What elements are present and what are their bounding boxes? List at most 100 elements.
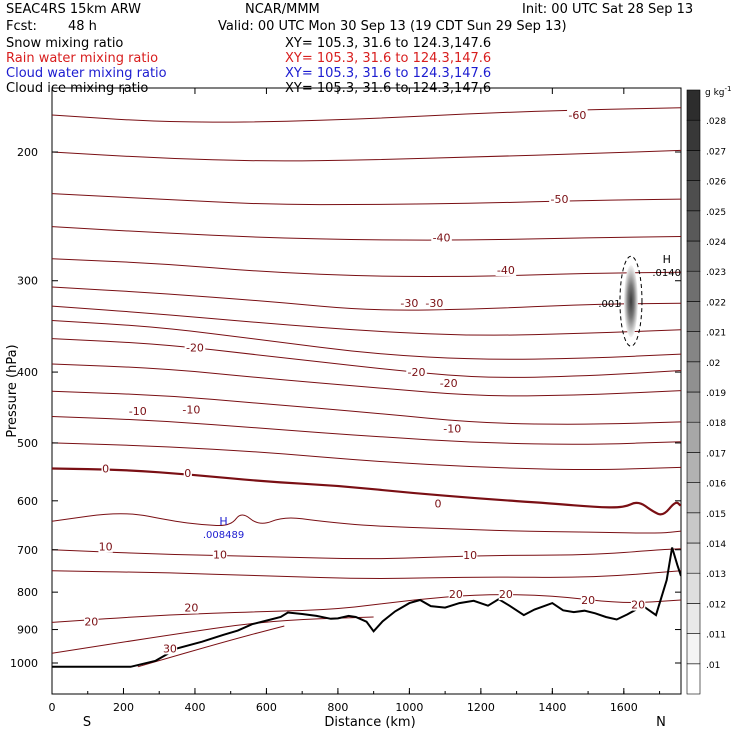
contour-label-24: 20 <box>499 588 513 601</box>
contour-label-29: 30 <box>163 642 177 655</box>
y-tick-label-900: 900 <box>17 624 38 637</box>
temperature-contour--26 <box>52 320 681 360</box>
max-marker-0: H <box>76 26 84 39</box>
colorbar-unit: g kg-1 <box>705 85 731 98</box>
y-tick-label-1000: 1000 <box>10 657 38 670</box>
max-marker-1: H <box>219 515 227 528</box>
contour-label-26: 20 <box>631 599 645 612</box>
colorbar-tick-11: .021 <box>706 329 726 339</box>
colorbar-cell-12 <box>686 301 701 332</box>
colorbar-tick-7: .017 <box>706 449 726 459</box>
colorbar-cell-19 <box>686 89 701 121</box>
colorbar-tick-14: .024 <box>706 238 726 248</box>
y-tick-label-700: 700 <box>17 544 38 557</box>
y-tick-label-300: 300 <box>17 275 38 288</box>
contour-label-16: -10 <box>443 423 461 436</box>
colorbar-cell-15 <box>686 210 701 242</box>
temperature-contour-25 <box>52 616 374 654</box>
colorbar-tick-9: .019 <box>706 389 726 399</box>
colorbar-cell-9 <box>686 391 701 423</box>
y-tick-label-200: 200 <box>17 146 38 159</box>
snow-maximum-blob <box>623 265 638 338</box>
y-tick-label-800: 800 <box>17 586 38 599</box>
colorbar-cell-10 <box>686 361 701 393</box>
colorbar-tick-16: .026 <box>706 178 726 188</box>
colorbar-tick-1: .011 <box>706 631 726 641</box>
contour-label-10: -30 <box>425 297 443 310</box>
colorbar-cell-0 <box>686 663 701 695</box>
terrain-line <box>52 547 681 668</box>
colorbar-tick-4: .014 <box>706 540 726 550</box>
temperature-contour--70 <box>52 0 681 19</box>
south-end-label: S <box>83 715 91 730</box>
field-snow-xy: XY= 105.3, 31.6 to 124.3,147.6 <box>285 36 492 51</box>
contour-label-28: 20 <box>84 616 98 629</box>
contour-label-5: -60 <box>568 109 586 122</box>
colorbar-tick-2: .012 <box>706 600 726 610</box>
x-tick-label-800: 800 <box>327 701 348 714</box>
contour-label-22: 10 <box>463 549 477 562</box>
temperature-contour--16 <box>52 363 681 397</box>
contour-label-18: 0 <box>184 467 191 480</box>
temperature-contour--6 <box>52 416 681 445</box>
contour-label-27: 20 <box>184 602 198 615</box>
colorbar-cell-18 <box>686 119 701 151</box>
contour-label-21: 10 <box>213 548 227 561</box>
contour-label-17: 0 <box>102 463 109 476</box>
x-tick-label-1000: 1000 <box>395 701 423 714</box>
y-tick-label-400: 400 <box>17 366 38 379</box>
colorbar-tick-18: .028 <box>706 117 726 127</box>
north-end-label: N <box>656 715 666 730</box>
temperature-contour-10 <box>52 548 681 560</box>
colorbar-tick-10: .02 <box>706 359 720 369</box>
max-value-0: .00103 <box>63 41 98 52</box>
temperature-contour--10 <box>52 390 681 425</box>
contour-label-19: 0 <box>434 497 441 510</box>
x-axis-label: Distance (km) <box>324 715 415 730</box>
colorbar-cell-13 <box>686 270 701 302</box>
temperature-contour--68 <box>52 20 681 45</box>
colorbar-tick-6: .016 <box>706 480 726 490</box>
field-rain-name: Rain water mixing ratio <box>6 51 159 66</box>
temperature-contour--64 <box>52 61 681 83</box>
forecast-label: Fcst: <box>6 19 37 34</box>
max-value-3: .001 <box>598 299 620 310</box>
colorbar-tick-5: .015 <box>706 510 726 520</box>
colorbar-tick-8: .018 <box>706 419 726 429</box>
colorbar-cell-17 <box>686 150 701 181</box>
temperature-contour--30 <box>52 305 681 336</box>
temperature-contour-15 <box>52 570 681 579</box>
temperature-contour-30 <box>137 625 285 668</box>
temperature-contour--44 <box>52 226 681 241</box>
x-tick-label-400: 400 <box>184 701 205 714</box>
colorbar-cell-7 <box>686 452 701 483</box>
colorbar-cell-16 <box>686 180 701 212</box>
contour-label-15: -10 <box>182 403 200 416</box>
temperature-contour--60 <box>52 107 681 123</box>
temperature-contour--36 <box>52 286 681 311</box>
contour-label-14: -10 <box>129 405 147 418</box>
colorbar-cell-11 <box>686 331 701 363</box>
colorbar-cell-1 <box>686 633 701 665</box>
forecast-hours: 48 h <box>68 19 97 34</box>
valid-time: Valid: 00 UTC Mon 30 Sep 13 (19 CDT Sun … <box>218 19 567 34</box>
field-rain-xy: XY= 105.3, 31.6 to 124.3,147.6 <box>285 51 492 66</box>
y-axis-label: Pressure (hPa) <box>5 344 20 437</box>
contour-label-11: -20 <box>186 341 204 354</box>
colorbar-tick-12: .022 <box>706 298 726 308</box>
contour-label-9: -30 <box>400 297 418 310</box>
init-time: Init: 00 UTC Sat 28 Sep 13 <box>522 2 694 17</box>
temperature-contour--20 <box>52 338 681 378</box>
field-cloudwater-name: Cloud water mixing ratio <box>6 66 167 81</box>
x-tick-label-600: 600 <box>256 701 277 714</box>
contour-label-12: -20 <box>408 366 426 379</box>
colorbar-cell-6 <box>686 482 701 514</box>
temperature-contour-5 <box>52 513 681 534</box>
y-tick-label-600: 600 <box>17 495 38 508</box>
contour-label-7: -40 <box>433 232 451 245</box>
temperature-contour-0 <box>52 467 681 516</box>
y-tick-label-500: 500 <box>17 437 38 450</box>
colorbar-tick-17: .027 <box>706 147 726 157</box>
max-value-2: .0140 <box>652 268 681 279</box>
